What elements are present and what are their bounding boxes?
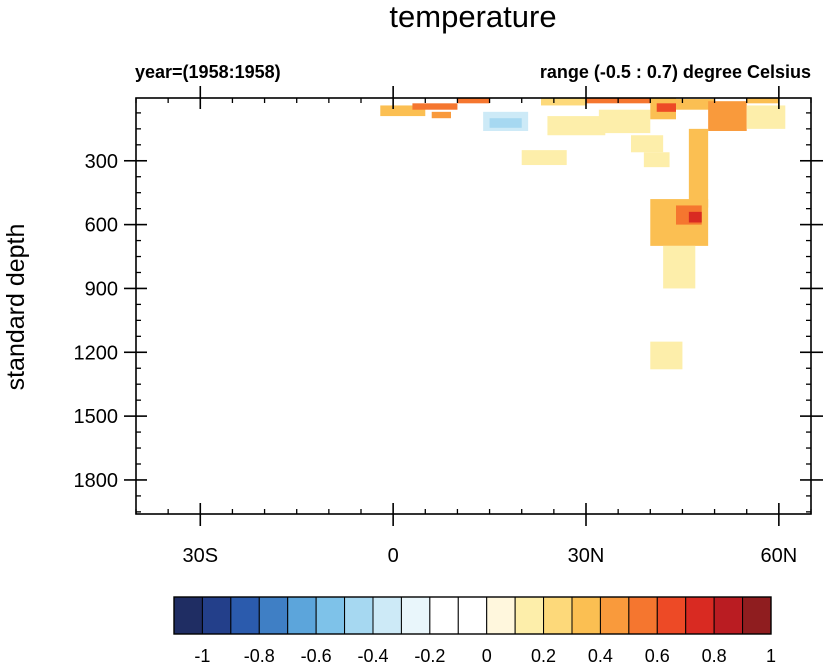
colorbar-box: [258, 596, 289, 635]
colorbar-box: [173, 596, 203, 635]
heatmap-cell: [547, 116, 606, 136]
colorbar-box: [543, 596, 573, 635]
x-axis: 30S 0 30N 60N: [135, 86, 812, 567]
heatmap-cell: [412, 103, 458, 110]
colorbar-box: [287, 596, 317, 635]
heatmap-cell: [380, 105, 426, 117]
chart-title: temperature: [389, 0, 556, 34]
colorbar-label: -0.4: [357, 646, 388, 663]
colorbar-label: 0.2: [531, 646, 556, 663]
y-axis: 300 600 900 1200 1500 1800: [74, 112, 823, 513]
colorbar-label: -0.8: [244, 646, 275, 663]
y-tick-label: 1200: [74, 342, 119, 364]
left-string: year=(1958:1958): [135, 62, 281, 82]
colorbar-label: -1: [194, 646, 210, 663]
heatmap-cell: [136, 224, 233, 285]
heatmap-cell: [361, 405, 381, 427]
heatmap-cell: [643, 152, 670, 168]
colorbar-label: -0.2: [414, 646, 445, 663]
colorbar-box: [685, 596, 715, 635]
heatmap-cell: [746, 105, 786, 129]
heatmap-cell: [688, 128, 709, 208]
heatmap-cell: [521, 150, 567, 166]
heatmap-cell: [708, 101, 747, 131]
heatmap-cell: [553, 245, 619, 300]
y-tick-label: 900: [85, 278, 118, 300]
heatmap-cell: [457, 98, 490, 104]
y-axis-label: standard depth: [2, 224, 30, 391]
heatmap-cell: [746, 98, 779, 104]
x-tick-label: 30S: [182, 545, 218, 567]
colorbar-box: [599, 596, 630, 635]
heatmap-cell: [155, 98, 265, 121]
heatmap-cell: [650, 341, 683, 370]
heatmap-cell: [200, 160, 297, 193]
heatmap-cell: [451, 422, 541, 514]
heatmap-cell: [328, 199, 361, 217]
colorbar-label: 0.6: [645, 646, 670, 663]
colorbar-box: [514, 596, 545, 635]
heatmap-cell: [316, 405, 342, 427]
heatmap-cell: [656, 103, 676, 112]
colorbar-box: [344, 596, 374, 635]
colorbar-box: [457, 596, 488, 635]
heatmap-cell: [489, 118, 522, 128]
heatmap-cell: [746, 160, 811, 200]
colorbar-box: [429, 596, 459, 635]
colorbar-box: [400, 596, 431, 635]
heatmap-cell: [264, 109, 329, 125]
heatmap-cells: [136, 98, 811, 514]
colorbar-box: [571, 596, 601, 635]
colorbar-box: [713, 596, 744, 635]
y-tick-label: 1800: [74, 470, 119, 492]
colorbar-label: -0.6: [301, 646, 332, 663]
heatmap-cell: [766, 352, 805, 502]
colorbar-box: [656, 596, 687, 635]
right-string: range (-0.5 : 0.7) degree Celsius: [540, 62, 811, 82]
colorbar-box: [742, 596, 772, 635]
colorbar-label: 0: [482, 646, 492, 663]
colorbar-frame: [173, 596, 772, 635]
colorbar-label: 0.4: [588, 646, 613, 663]
x-tick-label: 60N: [761, 545, 798, 567]
colorbar-box: [230, 596, 260, 635]
heatmap-cell: [766, 267, 811, 353]
heatmap-cell: [631, 135, 664, 153]
colorbar-box: [486, 596, 516, 635]
heatmap-cell: [663, 245, 696, 289]
heatmap-cell: [676, 99, 715, 110]
heatmap-cell: [598, 109, 651, 134]
plot-frame: [135, 97, 812, 515]
colorbar-label: 1: [766, 646, 776, 663]
colorbar-box: [372, 596, 402, 635]
y-tick-label: 300: [85, 151, 118, 173]
x-tick-label: 0: [388, 545, 399, 567]
colorbar-box: [628, 596, 658, 635]
colorbar: -1 -0.8 -0.6 -0.4 -0.2 0 0.2 0.4 0.6 0.8 1: [173, 596, 776, 663]
y-tick-label: 600: [85, 215, 118, 237]
heatmap-cell: [431, 111, 451, 119]
heatmap-cell: [541, 98, 586, 106]
colorbar-box: [315, 596, 346, 635]
y-tick-label: 1500: [74, 406, 119, 428]
x-tick-label: 30N: [568, 545, 605, 567]
colorbar-box: [201, 596, 232, 635]
heatmap-cell: [688, 211, 702, 223]
colorbar-label: 0.8: [702, 646, 727, 663]
